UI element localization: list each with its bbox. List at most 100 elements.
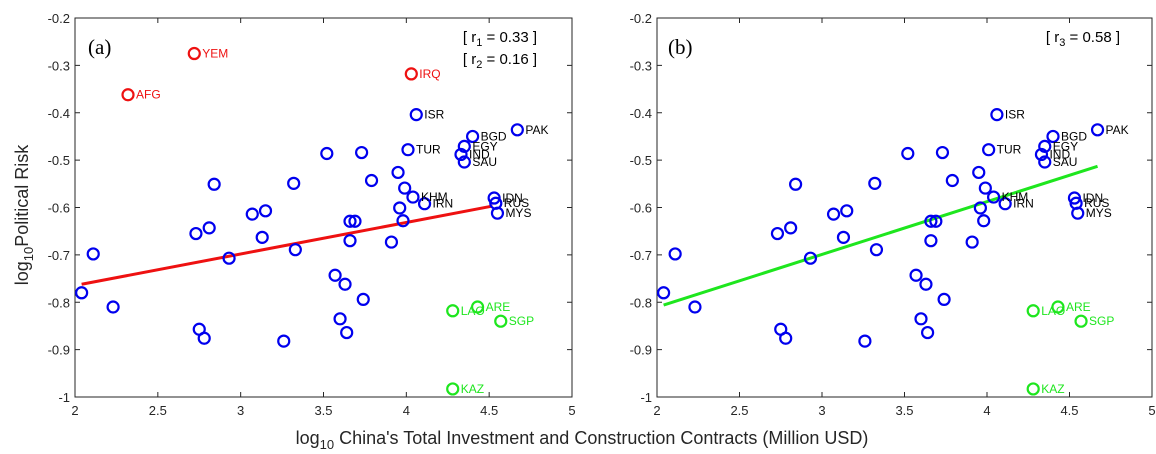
y-tick-label: -0.7 — [630, 248, 652, 263]
green-point — [1026, 304, 1040, 318]
blue-point — [355, 145, 369, 160]
x-tick-label: 4 — [983, 403, 990, 418]
blue-point — [364, 173, 379, 188]
blue-point — [937, 292, 951, 307]
blue-point — [396, 214, 410, 228]
corr-value: = 0.33 ] — [482, 29, 537, 46]
blue-point — [914, 312, 928, 326]
blue-point — [929, 214, 943, 228]
blue-point — [348, 214, 362, 228]
x-axis-title-rest: China's Total Investment and Constructio… — [334, 428, 868, 448]
blue-point — [978, 181, 992, 195]
y-axis-title-sub: 10 — [21, 247, 36, 261]
blue-point — [384, 235, 399, 249]
corr-prefix: [ r — [463, 51, 476, 68]
x-tick-label: 2 — [653, 403, 660, 418]
point-label-sau: SAU — [1053, 155, 1078, 169]
blue-point — [977, 214, 991, 228]
point-label-afg: AFG — [136, 88, 161, 102]
y-tick-label: -1 — [640, 390, 652, 405]
point-label-bgd: BGD — [481, 129, 507, 143]
y-tick-label: -0.5 — [630, 153, 652, 168]
panel-b: 2 2.5 3 3.5 4 4.5 5 -1 -0.9 -0.8 -0.7 -0.6 -0.5 -0.4 -… — [630, 11, 1156, 418]
point-label-lao: LAO — [1041, 304, 1065, 318]
blue-point — [288, 243, 302, 257]
x-tick-label: 3.5 — [895, 403, 913, 418]
x-tick-label: 5 — [568, 403, 575, 418]
blue-point — [1071, 206, 1085, 220]
blue-point — [668, 247, 682, 261]
point-label-kaz: KAZ — [1041, 382, 1064, 396]
point-label-irq: IRQ — [419, 67, 440, 81]
y-tick-label: -0.5 — [48, 153, 70, 168]
fit-line — [81, 204, 493, 286]
blue-point — [75, 286, 89, 300]
point-label-egy: EGY — [1053, 139, 1078, 153]
blue-point — [86, 247, 100, 261]
blue-point — [255, 230, 269, 244]
blue-point — [836, 230, 851, 244]
y-tick-label: -0.7 — [48, 248, 70, 263]
point-label-kaz: KAZ — [461, 382, 484, 396]
blue-point — [401, 143, 415, 157]
y-tick-label: -0.6 — [630, 201, 652, 216]
blue-point — [901, 146, 915, 161]
blue-point — [965, 235, 979, 249]
blue-point — [417, 197, 432, 211]
blue-point — [277, 334, 291, 348]
blue-point — [1090, 123, 1105, 137]
x-axis-title-prefix: log — [296, 428, 320, 448]
x-tick-label: 3 — [818, 403, 825, 418]
blue-point — [202, 221, 216, 235]
corr-prefix: [ r — [1046, 29, 1059, 46]
red-point — [404, 67, 418, 81]
blue-point — [409, 108, 423, 122]
y-axis-title-rest: Political Risk — [12, 144, 32, 247]
x-axis-title: log10 China's Total Investment and Const… — [296, 428, 869, 452]
y-tick-label: -0.9 — [48, 343, 70, 358]
blue-point — [207, 177, 221, 191]
blue-point — [909, 268, 923, 282]
x-tick-label: 2.5 — [730, 403, 748, 418]
blue-point — [510, 123, 524, 137]
blue-point — [803, 251, 818, 265]
green-point — [446, 304, 460, 318]
y-tick-label: -0.8 — [630, 295, 652, 310]
y-axis-title-prefix: log — [12, 261, 32, 285]
point-label-tur: TUR — [997, 143, 1022, 157]
point-label-ind: IND — [469, 147, 490, 161]
y-tick-label: -0.8 — [48, 295, 70, 310]
correlation-annotation: [ r1 = 0.33 ] — [463, 29, 537, 49]
blue-point — [457, 139, 471, 153]
point-label-are: ARE — [1066, 300, 1091, 314]
blue-point — [656, 286, 671, 300]
blue-point — [391, 165, 405, 180]
point-label-khm: KHM — [421, 190, 448, 204]
point-label-isr: ISR — [1005, 108, 1025, 122]
y-tick-label: -0.4 — [630, 106, 652, 121]
y-tick-label: -0.2 — [48, 11, 70, 26]
blue-point — [986, 190, 1001, 204]
blue-point — [338, 277, 352, 291]
blue-point — [982, 143, 996, 157]
blue-point — [784, 221, 798, 235]
blue-point — [393, 201, 407, 215]
red-point — [187, 46, 201, 61]
blue-point — [222, 251, 236, 265]
point-label-ind: IND — [1049, 147, 1070, 161]
y-tick-label: -0.4 — [48, 106, 70, 121]
blue-point — [328, 268, 342, 282]
blue-point — [189, 226, 203, 241]
blue-point — [457, 155, 471, 169]
x-tick-label: 2 — [71, 403, 78, 418]
point-label-rus: RUS — [1084, 196, 1109, 210]
blue-point — [197, 331, 211, 345]
blue-point — [343, 214, 357, 228]
blue-point — [320, 146, 334, 161]
blue-point — [340, 325, 354, 340]
corr-subscript: 2 — [476, 59, 482, 71]
point-label-idn: IDN — [502, 191, 523, 205]
blue-point — [972, 165, 986, 180]
corr-subscript: 3 — [1059, 37, 1065, 49]
